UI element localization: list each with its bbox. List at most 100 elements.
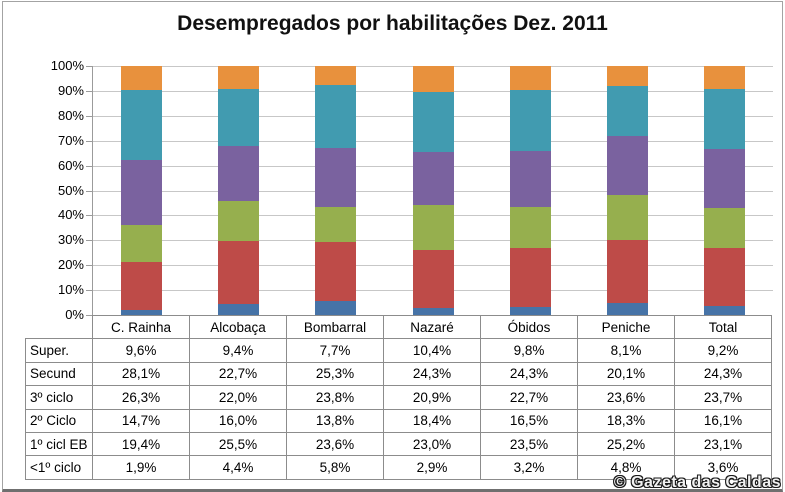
bar-segment: [703, 149, 745, 209]
bar-segment: [509, 306, 551, 315]
category-header-cell: C. Rainha: [92, 314, 190, 340]
value-cell: 9,8%: [480, 338, 578, 363]
value-cell: 22,0%: [189, 385, 287, 410]
bar-segment: [315, 66, 357, 86]
table-row: 2º Ciclo 14,7% 16,0% 13,8% 18,4% 16,5% 18,3% 16…: [25, 408, 772, 433]
bar-segment: [315, 85, 357, 149]
value-cell: 25,2%: [577, 431, 675, 457]
value-cell: 3,2%: [480, 455, 578, 480]
bar-segment: [218, 303, 260, 315]
axis-tick: [86, 290, 93, 291]
value-cell: 9,2%: [674, 338, 772, 363]
bar-segment: [703, 208, 745, 249]
stacked-bar-6: [606, 66, 648, 315]
y-axis-label: 70%: [57, 133, 84, 148]
value-cell: 4,4%: [189, 455, 287, 480]
bar-segment: [703, 248, 745, 306]
y-axis-label: 30%: [57, 232, 84, 247]
axis-tick: [86, 116, 93, 117]
bar-segment: [121, 261, 163, 311]
watermark: © Gazeta das Caldas: [613, 474, 781, 491]
value-cell: 23,5%: [480, 431, 578, 457]
value-cell: 9,6%: [92, 338, 190, 363]
chart-title: Desempregados por habilitações Dez. 2011: [177, 12, 608, 35]
bar-segment: [218, 145, 260, 201]
axis-tick: [86, 240, 93, 241]
data-table: C. Rainha Alcobaça Bombarral Nazaré Óbidos Pe…: [25, 314, 772, 480]
table-corner: [26, 316, 93, 339]
value-cell: 23,7%: [674, 385, 772, 410]
category-header-cell: Bombarral: [286, 314, 384, 340]
y-axis-label: 80%: [57, 108, 84, 123]
bar-segment: [606, 86, 648, 137]
bar-segment: [121, 66, 163, 90]
value-cell: 24,3%: [383, 361, 481, 387]
axis-tick: [86, 215, 93, 216]
value-cell: 18,4%: [383, 408, 481, 433]
bar-segment: [412, 250, 454, 308]
value-cell: 16,1%: [674, 408, 772, 433]
category-header-cell: Alcobaça: [189, 314, 287, 340]
bar-segment: [412, 91, 454, 153]
value-cell: 20,1%: [577, 361, 675, 387]
value-cell: 18,3%: [577, 408, 675, 433]
bar-segment: [509, 150, 551, 208]
value-cell: 16,0%: [189, 408, 287, 433]
bar-segment: [412, 66, 454, 92]
y-axis-label: 50%: [57, 183, 84, 198]
value-cell: 26,3%: [92, 385, 190, 410]
bar-segment: [606, 194, 648, 241]
y-axis-label: 0%: [65, 307, 84, 322]
bar-segment: [121, 225, 163, 262]
row-label-cell: 2º Ciclo: [25, 408, 93, 433]
bar-segment: [606, 303, 648, 315]
bar-segment: [121, 159, 163, 226]
row-label-cell: Secund: [25, 361, 93, 387]
table-row: 1º cicl EB 19,4% 25,5% 23,6% 23,0% 23,5% 25,2%…: [25, 431, 772, 457]
category-header-row: C. Rainha Alcobaça Bombarral Nazaré Óbidos Pe…: [26, 314, 772, 340]
axis-tick: [86, 191, 93, 192]
bar-segment: [218, 66, 260, 90]
value-cell: 24,3%: [674, 361, 772, 387]
bar-segment: [606, 240, 648, 304]
stacked-bar-4: [412, 66, 454, 315]
bar-segment: [218, 200, 260, 241]
value-cell: 14,7%: [92, 408, 190, 433]
axis-tick: [86, 265, 93, 266]
category-header-cell: Nazaré: [383, 314, 481, 340]
value-cell: 2,9%: [383, 455, 481, 480]
bar-segment: [218, 240, 260, 304]
value-cell: 4,8%: [577, 455, 675, 480]
stacked-bar-5: [509, 66, 551, 315]
value-cell: 9,4%: [189, 338, 287, 363]
y-axis-label: 90%: [57, 83, 84, 98]
bar-segment: [315, 300, 357, 315]
table-row: Secund 28,1% 22,7% 25,3% 24,3% 24,3% 20,1% 24,3…: [25, 361, 772, 387]
table-row: <1º ciclo 1,9% 4,4% 5,8% 2,9% 3,2% 4,8% 3,6%: [25, 455, 772, 480]
value-cell: 3,6%: [674, 455, 772, 480]
value-cell: 20,9%: [383, 385, 481, 410]
bar-segment: [606, 136, 648, 195]
value-cell: 28,1%: [92, 361, 190, 387]
value-cell: 19,4%: [92, 431, 190, 457]
bar-segment: [412, 152, 454, 205]
value-cell: 22,7%: [480, 385, 578, 410]
stacked-bar-1: [121, 66, 163, 315]
value-cell: 23,8%: [286, 385, 384, 410]
value-cell: 10,4%: [383, 338, 481, 363]
row-label-cell: <1º ciclo: [25, 455, 93, 480]
value-cell: 5,8%: [286, 455, 384, 480]
row-label-cell: Super.: [25, 338, 93, 363]
bar-segment: [121, 310, 163, 315]
bar-segment: [703, 306, 745, 315]
value-cell: 7,7%: [286, 338, 384, 363]
y-axis-label: 40%: [57, 207, 84, 222]
category-header-cell: Peniche: [577, 314, 675, 340]
value-cell: 24,3%: [480, 361, 578, 387]
category-header-cell: Óbidos: [480, 314, 578, 340]
bar-segment: [121, 89, 163, 160]
value-cell: 25,5%: [189, 431, 287, 457]
bar-segment: [315, 241, 357, 301]
stacked-bar-3: [315, 66, 357, 315]
bar-segment: [218, 89, 260, 146]
